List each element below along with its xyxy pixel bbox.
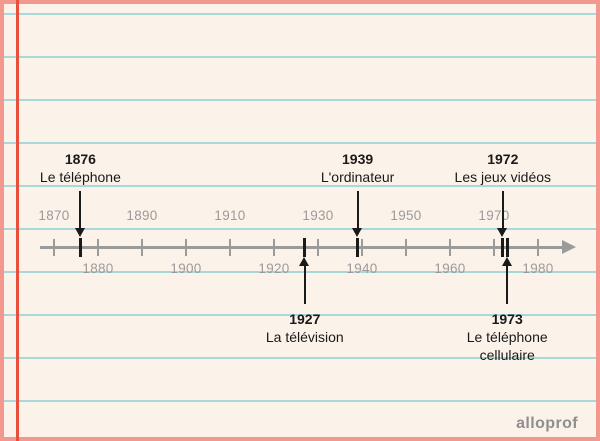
decade-tick bbox=[229, 239, 231, 256]
decade-label: 1910 bbox=[214, 208, 246, 223]
arrow-up-icon bbox=[299, 257, 310, 266]
event-tick bbox=[501, 238, 505, 257]
event-arrow-stem bbox=[356, 191, 359, 228]
decade-label: 1960 bbox=[434, 261, 466, 276]
decade-label: 1920 bbox=[258, 261, 290, 276]
event-tick bbox=[505, 238, 509, 257]
decade-label: 1880 bbox=[82, 261, 114, 276]
decade-label: 1870 bbox=[38, 208, 70, 223]
event-year: 1972 bbox=[487, 150, 519, 167]
notebook-margin-line bbox=[16, 0, 19, 441]
event-label-block: 1973 Le téléphone cellulaire bbox=[445, 310, 569, 365]
decade-label: 1930 bbox=[302, 208, 334, 223]
event-title: L'ordinateur bbox=[320, 168, 395, 185]
event-year: 1939 bbox=[342, 150, 374, 167]
decade-label: 1890 bbox=[126, 208, 158, 223]
decade-tick bbox=[537, 239, 539, 256]
decade-tick bbox=[141, 239, 143, 256]
decade-label: 1980 bbox=[522, 261, 554, 276]
decade-label: 1970 bbox=[478, 208, 510, 223]
decade-tick bbox=[449, 239, 451, 256]
decade-tick bbox=[361, 239, 363, 256]
arrow-down-icon bbox=[74, 228, 85, 237]
timeline-axis-line bbox=[40, 246, 564, 249]
event-arrow-stem bbox=[501, 191, 504, 228]
arrow-up-icon bbox=[501, 257, 512, 266]
decade-tick bbox=[273, 239, 275, 256]
event-year: 1927 bbox=[289, 311, 321, 327]
timeline-arrowhead-icon bbox=[562, 240, 576, 254]
event-tick bbox=[78, 238, 82, 257]
event-title: Le téléphone cellulaire bbox=[466, 329, 548, 364]
event-tick bbox=[356, 238, 360, 257]
decade-tick bbox=[53, 239, 55, 256]
event-title: Le téléphone bbox=[39, 168, 121, 185]
event-arrow-stem bbox=[303, 266, 306, 304]
event-title: Les jeux vidéos bbox=[454, 168, 552, 185]
event-label-block: 1939 L'ordinateur bbox=[321, 150, 395, 186]
decade-label: 1950 bbox=[390, 208, 422, 223]
event-year: 1876 bbox=[64, 150, 96, 167]
event-tick bbox=[303, 238, 307, 257]
decade-tick bbox=[405, 239, 407, 256]
alloprof-logo: alloprof bbox=[516, 415, 578, 432]
arrow-down-icon bbox=[352, 228, 363, 237]
event-label-block: 1972 Les jeux vidéos bbox=[455, 150, 552, 186]
event-label-block: 1927 La télévision bbox=[266, 310, 344, 346]
decade-tick bbox=[493, 239, 495, 256]
event-arrow-stem bbox=[79, 191, 82, 228]
decade-tick bbox=[317, 239, 319, 256]
decade-label: 1940 bbox=[346, 261, 378, 276]
event-title: La télévision bbox=[265, 329, 344, 346]
decade-label: 1900 bbox=[170, 261, 202, 276]
arrow-down-icon bbox=[497, 228, 508, 237]
event-year: 1973 bbox=[491, 311, 523, 327]
decade-tick bbox=[185, 239, 187, 256]
event-label-block: 1876 Le téléphone bbox=[40, 150, 121, 186]
decade-tick bbox=[97, 239, 99, 256]
event-arrow-stem bbox=[506, 266, 509, 304]
